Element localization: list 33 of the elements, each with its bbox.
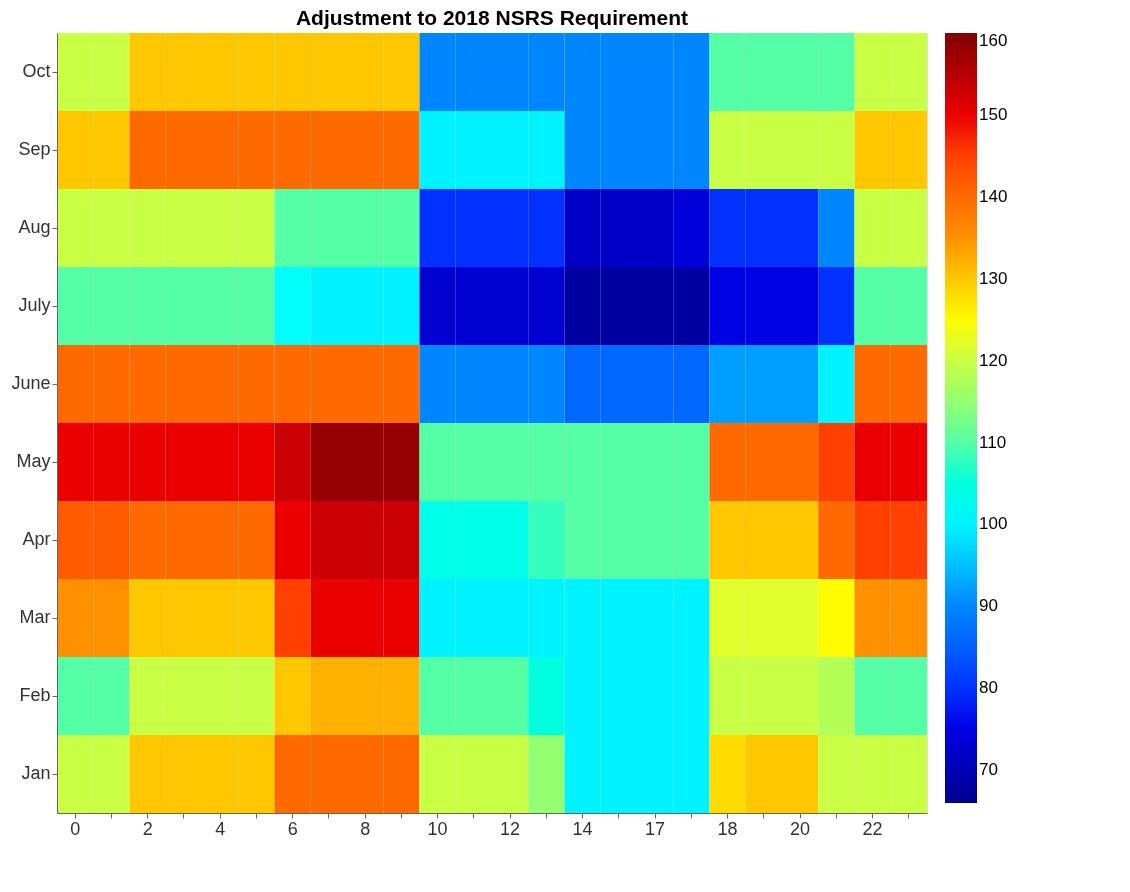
x-tick-label: 4 — [215, 818, 226, 839]
color-bar-label: 140 — [979, 186, 1008, 206]
y-tick-label: May — [16, 451, 51, 471]
x-tick-label: 18 — [717, 818, 738, 839]
color-bar-label: 110 — [979, 432, 1007, 452]
color-bar-label: 80 — [979, 678, 998, 698]
x-tick-label: 10 — [427, 818, 448, 839]
color-bar-label: 70 — [979, 760, 998, 780]
x-tick-label: 8 — [360, 818, 371, 839]
y-tick-label: Jan — [21, 763, 51, 783]
y-tick-label: Aug — [18, 217, 51, 237]
x-tick-label: 0 — [70, 818, 81, 839]
color-bar-label: 120 — [979, 350, 1008, 370]
x-tick-label: 22 — [862, 818, 883, 839]
color-bar-label: 130 — [979, 268, 1008, 288]
x-tick-label: 17 — [645, 818, 666, 839]
color-bar-label: 100 — [979, 514, 1008, 534]
color-bar-label: 150 — [979, 104, 1008, 124]
y-tick-label: Mar — [19, 607, 51, 627]
y-tick-label: June — [11, 373, 51, 393]
x-tick-label: 12 — [500, 818, 521, 839]
x-tick-label: 2 — [142, 818, 153, 839]
x-tick-label: 20 — [790, 818, 811, 839]
y-tick-label: July — [18, 295, 51, 315]
y-tick-label: Apr — [22, 529, 51, 549]
x-tick-label: 14 — [572, 818, 593, 839]
y-tick-label: Oct — [22, 61, 51, 81]
color-bar-label: 90 — [979, 596, 998, 616]
chart-title: Adjustment to 2018 NSRS Requirement — [295, 6, 689, 29]
y-tick-label: Feb — [19, 685, 51, 705]
x-tick-label: 6 — [287, 818, 298, 839]
y-tick-label: Sep — [18, 139, 51, 159]
color-bar-label: 160 — [979, 31, 1008, 50]
